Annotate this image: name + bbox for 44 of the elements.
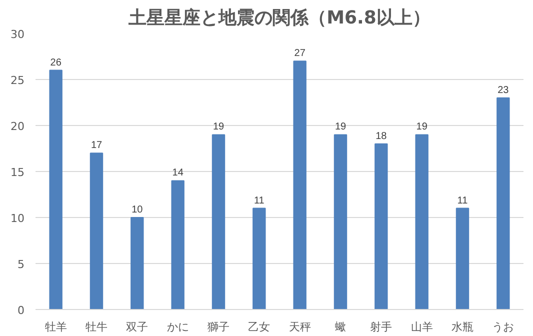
x-tick-label: 牡羊 [44, 320, 67, 334]
x-tick-label: かに [166, 320, 189, 334]
y-tick-label: 15 [10, 166, 25, 179]
x-tick-label: 蠍 [335, 320, 346, 334]
data-label: 11 [457, 195, 468, 206]
x-tick-label: 天秤 [288, 320, 311, 334]
bar [130, 217, 144, 310]
bar [496, 97, 510, 310]
bar [252, 208, 266, 310]
x-tick-label: 射手 [370, 320, 392, 334]
data-label: 18 [376, 130, 388, 142]
bar [171, 180, 184, 310]
data-label: 23 [498, 84, 510, 96]
data-label: 14 [172, 168, 184, 179]
y-tick-label: 30 [10, 28, 25, 41]
x-tick-label: 双子 [126, 320, 148, 334]
bar [212, 134, 226, 310]
data-label: 26 [50, 57, 62, 68]
x-tick-label: 山羊 [410, 320, 433, 334]
bar [293, 60, 306, 310]
x-tick-label: 水瓶 [452, 320, 474, 334]
y-tick-label: 20 [10, 120, 25, 133]
x-tick-label: うお [492, 320, 514, 334]
bar [90, 152, 104, 310]
y-tick-label: 25 [10, 74, 25, 87]
y-tick-label: 5 [18, 258, 24, 271]
x-tick-label: 獅子 [208, 320, 230, 334]
data-label: 19 [334, 122, 346, 133]
y-tick-label: 0 [18, 304, 24, 317]
data-label: 17 [90, 140, 102, 152]
chart-title: 土星星座と地震の関係（M6.8以上） [128, 8, 430, 28]
bar [456, 208, 470, 310]
y-tick-label: 10 [10, 212, 25, 225]
bar [374, 143, 388, 310]
bar [334, 134, 348, 310]
data-label: 10 [132, 204, 144, 216]
data-label: 27 [294, 48, 306, 60]
data-label: 11 [254, 195, 265, 206]
bar [49, 70, 62, 310]
data-label: 19 [416, 122, 428, 133]
bar [415, 134, 428, 310]
data-label: 19 [212, 122, 224, 133]
x-tick-label: 牡牛 [86, 320, 108, 334]
x-tick-label: 乙女 [248, 320, 270, 334]
